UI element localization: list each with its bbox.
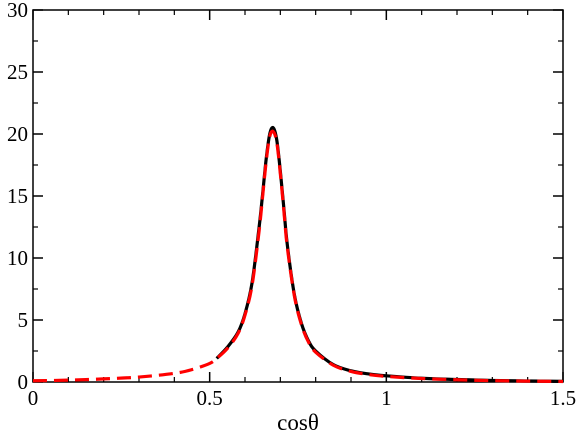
y-tick-label: 10 (7, 246, 28, 270)
series-line-black-solid (215, 125, 564, 383)
x-tick-label: 0.5 (197, 386, 223, 410)
x-tick-label: 1.5 (550, 386, 576, 410)
y-tick-label: 30 (7, 0, 28, 22)
series-line-red-dashed (32, 129, 564, 384)
y-tick-label: 5 (18, 308, 29, 332)
series-layer (32, 125, 564, 384)
x-axis-label: cosθ (277, 410, 319, 435)
x-tick-label: 1 (381, 386, 392, 410)
tick-labels: 0 0.5 1 1.5 0 5 10 15 20 25 30 (7, 0, 576, 410)
y-tick-label: 15 (7, 184, 28, 208)
axis-ticks (32, 9, 564, 383)
x-tick-label: 0 (28, 386, 39, 410)
y-tick-label: 0 (18, 370, 29, 394)
plot-frame (32, 9, 564, 383)
y-tick-label: 25 (7, 60, 28, 84)
y-tick-label: 20 (7, 122, 28, 146)
